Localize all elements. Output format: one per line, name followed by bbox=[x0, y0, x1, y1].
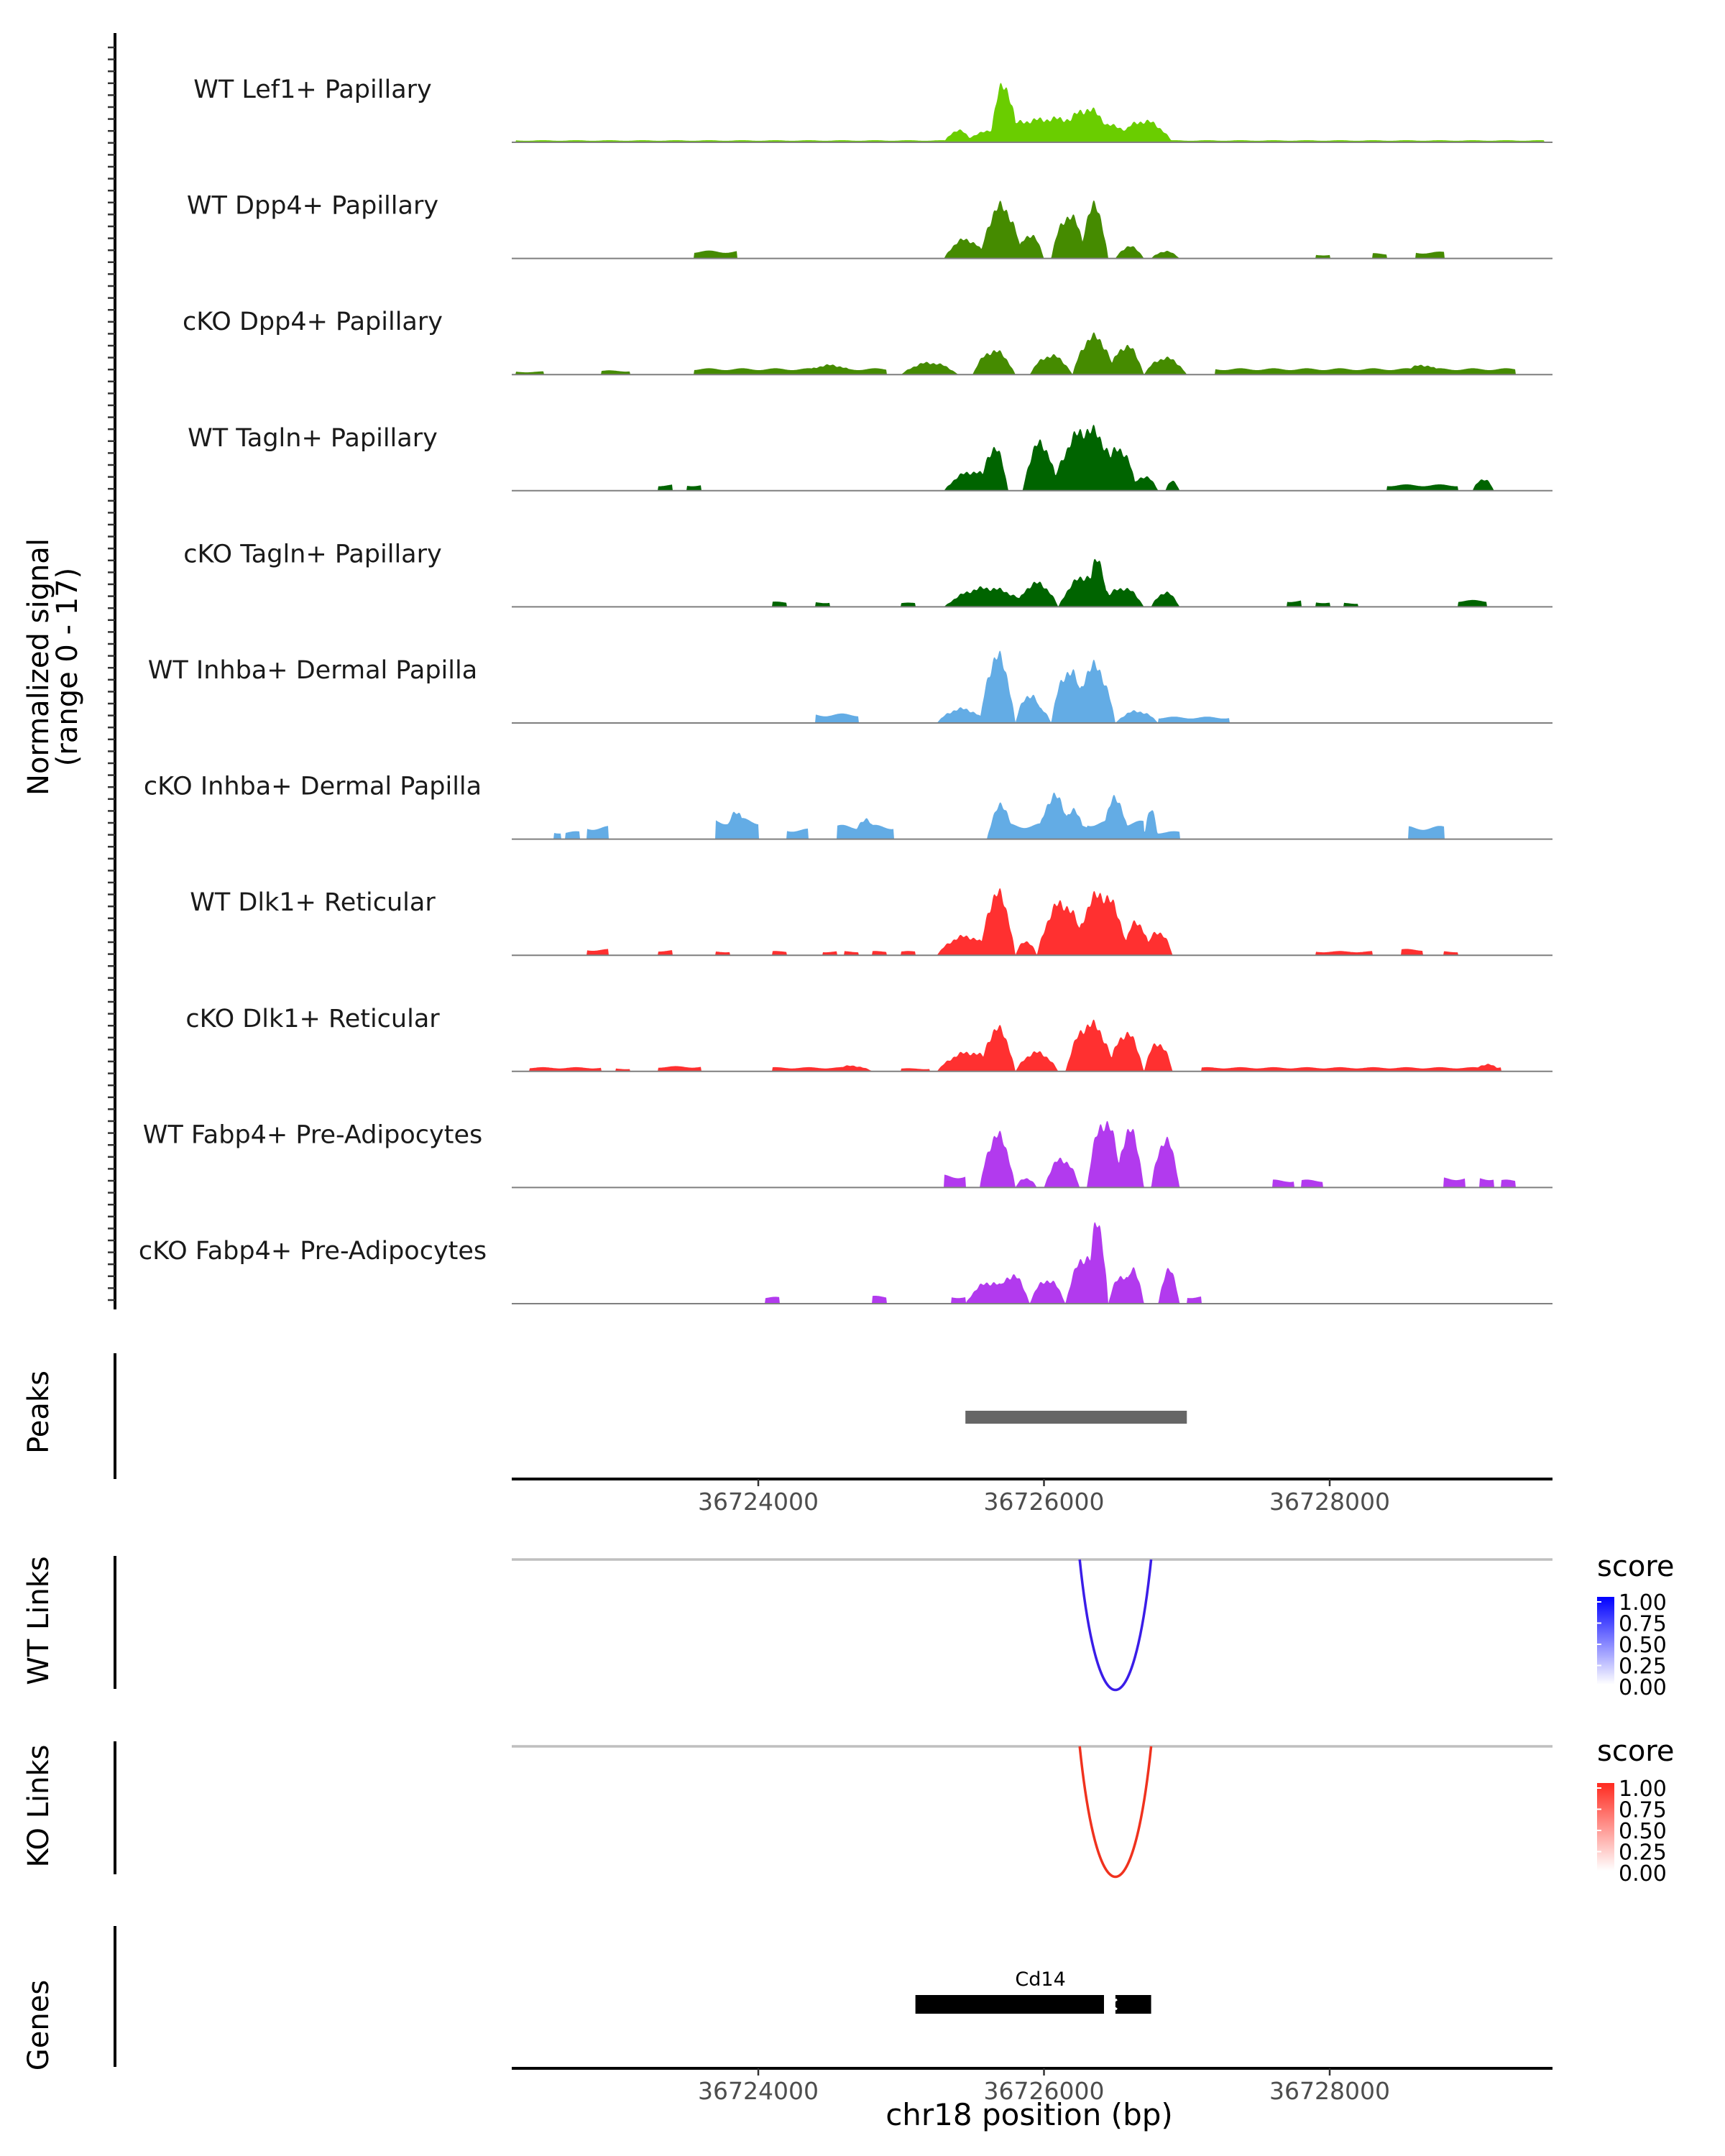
wt-score-legend-title: score bbox=[1597, 1550, 1674, 1583]
track-label: cKO Dlk1+ Reticular bbox=[185, 1005, 440, 1033]
x-tick-label: 36724000 bbox=[698, 1488, 819, 1516]
gene-exon bbox=[1115, 1995, 1151, 2014]
score-legend-label: 1.00 bbox=[1619, 1590, 1667, 1616]
coverage-y-label: Normalized signal bbox=[22, 538, 55, 796]
x-tick-label: 36726000 bbox=[984, 1488, 1105, 1516]
track-label: WT Lef1+ Papillary bbox=[193, 75, 432, 104]
score-legend-label: 0.00 bbox=[1619, 1675, 1667, 1700]
track-label: WT Tagln+ Papillary bbox=[188, 424, 438, 453]
track-label: WT Dlk1+ Reticular bbox=[190, 888, 436, 917]
track-label: cKO Dpp4+ Papillary bbox=[183, 308, 443, 336]
score-legend-label: 0.25 bbox=[1619, 1841, 1667, 1866]
coverage-area bbox=[512, 332, 1552, 375]
x-tick-label: 36724000 bbox=[698, 2077, 819, 2105]
link-arc bbox=[1078, 1559, 1153, 1692]
score-legend-label: 0.75 bbox=[1619, 1798, 1667, 1823]
ko-score-legend-title: score bbox=[1597, 1735, 1674, 1768]
track-label: WT Fabp4+ Pre-Adipocytes bbox=[143, 1120, 482, 1149]
coverage-y-axis bbox=[108, 33, 116, 1309]
ko-links-label: KO Links bbox=[22, 1745, 55, 1868]
links-panel: 1.000.750.500.250.001.000.750.500.250.00 bbox=[114, 1556, 1667, 1886]
genes-label: Genes bbox=[22, 1980, 55, 2070]
coverage-area bbox=[512, 1019, 1552, 1072]
coverage-track: WT Inhba+ Dermal Papilla bbox=[148, 650, 1552, 724]
score-legend-label: 0.75 bbox=[1619, 1612, 1667, 1637]
coverage-track: WT Lef1+ Papillary bbox=[193, 75, 1552, 143]
coverage-tracks: WT Lef1+ Papillary WT Dpp4+ Papillary cKO … bbox=[139, 75, 1552, 1304]
genes-panel: Cd14 bbox=[114, 1926, 1151, 2067]
coverage-track: WT Tagln+ Papillary bbox=[188, 424, 1552, 492]
coverage-track: WT Dlk1+ Reticular bbox=[190, 888, 1552, 957]
coverage-track: cKO Fabp4+ Pre-Adipocytes bbox=[139, 1222, 1552, 1304]
link-arc bbox=[1078, 1746, 1153, 1879]
x-tick-label: 36728000 bbox=[1269, 1488, 1390, 1516]
coverage-y-range-label: (range 0 - 17) bbox=[51, 568, 84, 766]
score-legend-colorbar bbox=[1597, 1783, 1614, 1871]
track-label: cKO Inhba+ Dermal Papilla bbox=[144, 773, 482, 801]
gene-name: Cd14 bbox=[1015, 1968, 1065, 1991]
score-legend-label: 1.00 bbox=[1619, 1777, 1667, 1802]
wt-links-label: WT Links bbox=[22, 1556, 55, 1685]
peak-region bbox=[965, 1411, 1187, 1424]
track-label: cKO Tagln+ Papillary bbox=[183, 540, 442, 568]
x-axis-lower: 36724000 36726000 36728000 bbox=[512, 2067, 1552, 2105]
gene-exon bbox=[915, 1995, 1104, 2014]
coverage-area bbox=[512, 83, 1552, 142]
coverage-area bbox=[512, 558, 1552, 607]
score-legend-colorbar bbox=[1597, 1597, 1614, 1685]
coverage-track: cKO Tagln+ Papillary bbox=[183, 540, 1552, 608]
track-label: WT Dpp4+ Papillary bbox=[187, 192, 438, 221]
coverage-area bbox=[512, 650, 1552, 723]
coverage-track: cKO Inhba+ Dermal Papilla bbox=[144, 773, 1552, 840]
x-tick-label: 36728000 bbox=[1269, 2077, 1390, 2105]
peaks-panel bbox=[114, 1353, 1187, 1479]
coverage-area bbox=[512, 1120, 1552, 1188]
coverage-area bbox=[512, 792, 1552, 839]
x-axis-upper: 36724000 36726000 36728000 bbox=[512, 1478, 1552, 1516]
x-axis-title: chr18 position (bp) bbox=[886, 2097, 1173, 2132]
coverage-track: WT Fabp4+ Pre-Adipocytes bbox=[143, 1120, 1552, 1189]
score-legend-label: 0.00 bbox=[1619, 1861, 1667, 1886]
coverage-track: WT Dpp4+ Papillary bbox=[187, 192, 1552, 259]
x-tick-label: 36726000 bbox=[984, 2077, 1105, 2105]
coverage-area bbox=[512, 425, 1552, 491]
coverage-area bbox=[512, 888, 1552, 956]
score-legend-label: 0.25 bbox=[1619, 1654, 1667, 1680]
strand-arrow-icon bbox=[1108, 1998, 1118, 2011]
track-label: cKO Fabp4+ Pre-Adipocytes bbox=[139, 1237, 487, 1266]
coverage-track: cKO Dpp4+ Papillary bbox=[183, 308, 1552, 376]
score-legend-label: 0.50 bbox=[1619, 1819, 1667, 1844]
score-legend-label: 0.50 bbox=[1619, 1633, 1667, 1658]
coverage-track: cKO Dlk1+ Reticular bbox=[185, 1005, 1552, 1072]
coverage-area bbox=[512, 200, 1552, 259]
coverage-area bbox=[512, 1222, 1552, 1304]
peaks-label: Peaks bbox=[22, 1370, 55, 1454]
track-label: WT Inhba+ Dermal Papilla bbox=[148, 656, 477, 685]
